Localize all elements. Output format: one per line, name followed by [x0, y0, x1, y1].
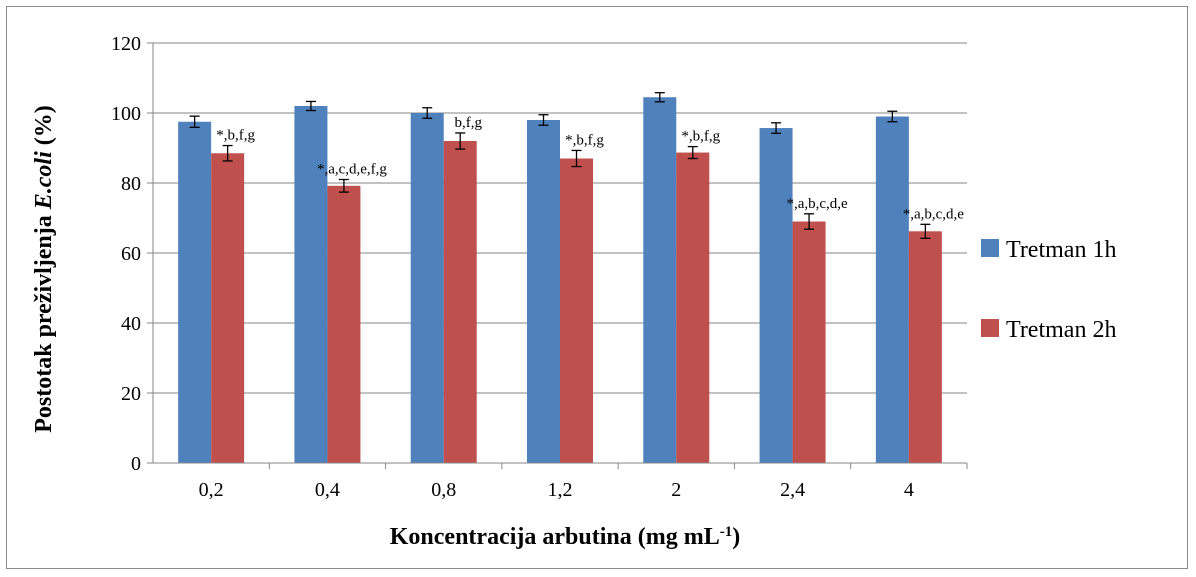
significance-annotation: *,a,b,c,d,e — [786, 196, 848, 212]
bar-tretman-2h — [792, 221, 826, 463]
bar-tretman-1h — [643, 97, 677, 463]
y-tick-label: 120 — [111, 33, 141, 55]
bar-tretman-2h — [211, 153, 245, 463]
y-axis-title: Postotak preživljenja E.coli (%) — [31, 105, 57, 433]
bar-chart: *,b,f,g *,a,c,d,e,f,g b,f,g *,b,f,g *,b,f,g *… — [31, 33, 1116, 550]
legend-label-tretman-2h: Tretman 2h — [1006, 317, 1116, 343]
bar-tretman-1h — [410, 113, 444, 463]
x-tick-label: 2 — [671, 479, 681, 501]
bar-tretman-2h — [908, 231, 942, 463]
significance-annotation: b,f,g — [454, 115, 482, 131]
x-tick-label: 4 — [904, 479, 914, 501]
x-tick-label: 0,2 — [199, 479, 224, 501]
chart-frame: *,b,f,g *,a,c,d,e,f,g b,f,g *,b,f,g *,b,f,g *… — [6, 6, 1188, 569]
y-tick-label: 100 — [111, 103, 141, 125]
bars: *,b,f,g *,a,c,d,e,f,g b,f,g *,b,f,g *,b,f,g *… — [178, 92, 965, 464]
significance-annotation: *,b,f,g — [681, 129, 720, 145]
legend-label-tretman-1h: Tretman 1h — [1006, 237, 1116, 263]
bar-tretman-1h — [294, 106, 328, 463]
legend: Tretman 1h Tretman 2h — [981, 237, 1116, 343]
significance-annotation: *,a,c,d,e,f,g — [317, 162, 387, 178]
significance-annotation: *,a,b,c,d,e — [903, 206, 965, 222]
bar-tretman-2h — [443, 141, 477, 463]
y-tick-label: 20 — [121, 383, 141, 405]
bar-tretman-1h — [178, 121, 212, 463]
x-axis-title: Koncentracija arbutina (mg mL-1) — [390, 524, 740, 550]
bar-tretman-2h — [560, 158, 593, 463]
legend-swatch-tretman-2h — [981, 319, 999, 337]
bar-tretman-2h — [676, 152, 710, 464]
x-tick-label: 2,4 — [780, 479, 805, 501]
significance-annotation: *,b,f,g — [216, 128, 255, 144]
bar-tretman-2h — [327, 185, 361, 464]
legend-swatch-tretman-1h — [981, 239, 999, 257]
y-tick-label: 0 — [131, 453, 141, 475]
x-tick-label: 0,8 — [431, 479, 456, 501]
x-tick-label: 0,4 — [315, 479, 340, 501]
y-tick-label: 40 — [121, 313, 141, 335]
bar-tretman-1h — [759, 128, 793, 464]
significance-annotation: *,b,f,g — [565, 132, 604, 148]
y-tick-label: 60 — [121, 243, 141, 265]
bar-tretman-1h — [527, 120, 560, 463]
bar-tretman-1h — [875, 116, 909, 463]
y-tick-label: 80 — [121, 173, 141, 195]
x-tick-label: 1,2 — [548, 479, 573, 501]
axes: 0 20 40 60 80 100 120 0,2 0,4 0,8 1,2 2 2,4 4 — [111, 33, 968, 501]
